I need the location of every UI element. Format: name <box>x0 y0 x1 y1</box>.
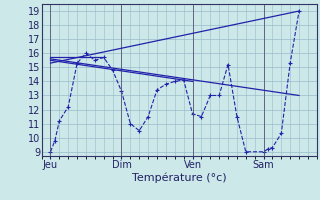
X-axis label: Température (°c): Température (°c) <box>132 173 227 183</box>
